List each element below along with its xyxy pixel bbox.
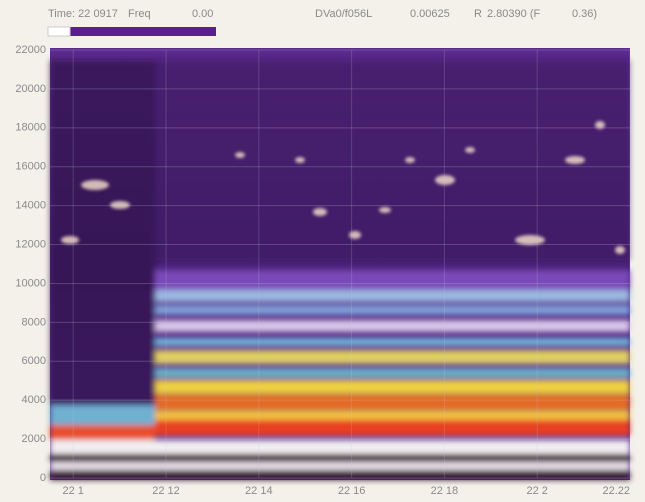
y-tick-label: 6000 (22, 355, 46, 367)
x-tick-label: 22 18 (431, 485, 459, 497)
x-tick-label: 22 1 (62, 485, 83, 497)
readout-text: 2.80390 (F (487, 8, 540, 20)
readout-text: 0.00 (192, 8, 213, 20)
x-tick-label: 22 2 (526, 485, 547, 497)
readout-text: DVa0/f056L (315, 8, 372, 20)
y-tick-label: 0 (40, 472, 46, 484)
x-tick-label: 22 14 (245, 485, 273, 497)
readout-text: 0.36) (572, 8, 597, 20)
x-tick-label: 22 16 (338, 485, 366, 497)
y-tick-label: 18000 (15, 122, 46, 134)
y-tick-label: 14000 (15, 200, 46, 212)
spectrogram-image (50, 48, 630, 480)
x-tick-label: 22.22 (602, 485, 630, 497)
y-tick-label: 4000 (22, 394, 46, 406)
y-tick-label: 10000 (15, 277, 46, 289)
y-tick-label: 20000 (15, 83, 46, 95)
readout-text: R (474, 8, 482, 20)
spectrogram-window: 0 2000 4000 6000 8000 10000 12000 14000 16000 180… (0, 0, 645, 502)
level-box (48, 27, 70, 36)
x-tick-label: 22 12 (152, 485, 180, 497)
level-bar (70, 27, 216, 36)
readout-text: Freq (128, 8, 151, 20)
y-tick-label: 22000 (15, 44, 46, 56)
readout-text: Time: 22 0917 (48, 8, 118, 20)
spectrogram-texture (50, 60, 630, 480)
y-tick-label: 16000 (15, 161, 46, 173)
y-tick-label: 8000 (22, 316, 46, 328)
readout-text: 0.00625 (410, 8, 450, 20)
page: 0 2000 4000 6000 8000 10000 12000 14000 16000 180… (0, 0, 645, 502)
y-tick-label: 12000 (15, 238, 46, 250)
y-tick-label: 2000 (22, 433, 46, 445)
